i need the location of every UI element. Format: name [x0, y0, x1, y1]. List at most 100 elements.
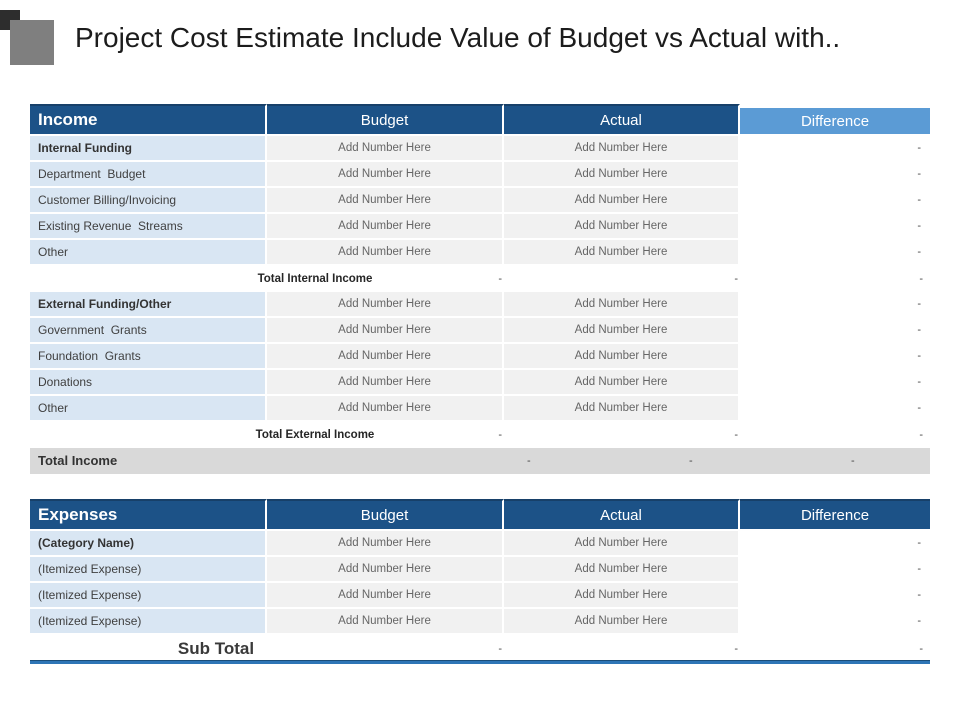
table-row: Foundation Grants Add Number Here Add Nu…	[30, 344, 930, 370]
table-row: Internal Funding Add Number Here Add Num…	[30, 136, 930, 162]
actual-placeholder-cell[interactable]: Add Number Here	[504, 214, 740, 240]
budget-column-header: Budget	[267, 104, 504, 136]
difference-column-header: Difference	[740, 499, 930, 531]
actual-placeholder-cell[interactable]: Add Number Here	[504, 188, 740, 214]
total-internal-income-label: Total Internal Income	[257, 273, 373, 285]
total-budget-value: -	[498, 429, 502, 441]
difference-cell: -	[740, 531, 930, 557]
income-table: Income Budget Actual Difference Internal…	[30, 104, 930, 474]
actual-placeholder-cell[interactable]: Add Number Here	[504, 318, 740, 344]
sub-total-actual-value: -	[734, 643, 738, 655]
page-title: Project Cost Estimate Include Value of B…	[75, 22, 841, 53]
table-row: Department Budget Add Number Here Add Nu…	[30, 162, 930, 188]
sub-total-difference-value: -	[919, 643, 923, 655]
table-row: (Itemized Expense) Add Number Here Add N…	[30, 557, 930, 583]
budget-placeholder-cell[interactable]: Add Number Here	[267, 557, 504, 583]
total-actual-value: -	[734, 273, 738, 285]
total-actual-value: -	[689, 455, 693, 467]
table-row: Customer Billing/Invoicing Add Number He…	[30, 188, 930, 214]
budget-placeholder-cell[interactable]: Add Number Here	[267, 240, 504, 266]
table-row: Other Add Number Here Add Number Here -	[30, 240, 930, 266]
total-budget-value: -	[527, 455, 531, 467]
budget-column-header: Budget	[267, 499, 504, 531]
total-budget-value: -	[498, 273, 502, 285]
table-row: Donations Add Number Here Add Number Her…	[30, 370, 930, 396]
actual-placeholder-cell[interactable]: Add Number Here	[504, 557, 740, 583]
actual-placeholder-cell[interactable]: Add Number Here	[504, 292, 740, 318]
actual-placeholder-cell[interactable]: Add Number Here	[504, 531, 740, 557]
budget-placeholder-cell[interactable]: Add Number Here	[267, 583, 504, 609]
difference-cell: -	[740, 609, 930, 635]
sub-total-budget-value: -	[498, 643, 502, 655]
table-row: (Itemized Expense) Add Number Here Add N…	[30, 609, 930, 635]
budget-placeholder-cell[interactable]: Add Number Here	[267, 292, 504, 318]
budget-placeholder-cell[interactable]: Add Number Here	[267, 214, 504, 240]
accent-divider-line	[30, 660, 930, 664]
difference-cell: -	[740, 188, 930, 214]
actual-placeholder-cell[interactable]: Add Number Here	[504, 396, 740, 422]
total-difference-value: -	[919, 273, 923, 285]
sub-total-row: Sub Total - - -	[30, 635, 930, 663]
row-label: Other	[30, 396, 267, 422]
total-external-income-row: Total External Income - - -	[30, 422, 930, 448]
budget-placeholder-cell[interactable]: Add Number Here	[267, 609, 504, 635]
actual-column-header: Actual	[504, 104, 740, 136]
budget-placeholder-cell[interactable]: Add Number Here	[267, 162, 504, 188]
difference-cell: -	[740, 583, 930, 609]
total-difference-value: -	[919, 429, 923, 441]
income-header-row: Income Budget Actual Difference	[30, 104, 930, 136]
difference-cell: -	[740, 240, 930, 266]
difference-cell: -	[740, 318, 930, 344]
budget-placeholder-cell[interactable]: Add Number Here	[267, 136, 504, 162]
decor-gray-square	[10, 20, 54, 65]
row-label: (Itemized Expense)	[30, 583, 267, 609]
actual-placeholder-cell[interactable]: Add Number Here	[504, 240, 740, 266]
row-label: Department Budget	[30, 162, 267, 188]
actual-placeholder-cell[interactable]: Add Number Here	[504, 370, 740, 396]
sub-total-label: Sub Total	[177, 639, 255, 658]
row-label: Donations	[30, 370, 267, 396]
total-internal-income-row: Total Internal Income - - -	[30, 266, 930, 292]
income-header-title: Income	[30, 104, 267, 136]
row-label: Other	[30, 240, 267, 266]
row-label: Existing Revenue Streams	[30, 214, 267, 240]
total-income-label: Total Income	[38, 453, 118, 468]
table-row: (Itemized Expense) Add Number Here Add N…	[30, 583, 930, 609]
budget-placeholder-cell[interactable]: Add Number Here	[267, 318, 504, 344]
difference-cell: -	[740, 557, 930, 583]
row-label: External Funding/Other	[30, 292, 267, 318]
difference-cell: -	[740, 136, 930, 162]
row-label: (Itemized Expense)	[30, 557, 267, 583]
table-row: Government Grants Add Number Here Add Nu…	[30, 318, 930, 344]
budget-placeholder-cell[interactable]: Add Number Here	[267, 396, 504, 422]
total-difference-value: -	[851, 455, 855, 467]
expenses-table: Expenses Budget Actual Difference (Categ…	[30, 499, 930, 663]
actual-column-header: Actual	[504, 499, 740, 531]
budget-placeholder-cell[interactable]: Add Number Here	[267, 370, 504, 396]
table-row: (Category Name) Add Number Here Add Numb…	[30, 531, 930, 557]
actual-placeholder-cell[interactable]: Add Number Here	[504, 344, 740, 370]
budget-placeholder-cell[interactable]: Add Number Here	[267, 531, 504, 557]
expenses-header-title: Expenses	[30, 499, 267, 531]
difference-cell: -	[740, 370, 930, 396]
row-label: (Itemized Expense)	[30, 609, 267, 635]
difference-column-header: Difference	[740, 108, 930, 136]
actual-placeholder-cell[interactable]: Add Number Here	[504, 583, 740, 609]
difference-cell: -	[740, 292, 930, 318]
actual-placeholder-cell[interactable]: Add Number Here	[504, 136, 740, 162]
budget-placeholder-cell[interactable]: Add Number Here	[267, 188, 504, 214]
budget-placeholder-cell[interactable]: Add Number Here	[267, 344, 504, 370]
difference-cell: -	[740, 162, 930, 188]
difference-cell: -	[740, 214, 930, 240]
expenses-header-row: Expenses Budget Actual Difference	[30, 499, 930, 531]
difference-cell: -	[740, 396, 930, 422]
total-external-income-label: Total External Income	[255, 429, 375, 441]
actual-placeholder-cell[interactable]: Add Number Here	[504, 162, 740, 188]
row-label: Customer Billing/Invoicing	[30, 188, 267, 214]
table-row: Existing Revenue Streams Add Number Here…	[30, 214, 930, 240]
actual-placeholder-cell[interactable]: Add Number Here	[504, 609, 740, 635]
table-row: External Funding/Other Add Number Here A…	[30, 292, 930, 318]
row-label: Foundation Grants	[30, 344, 267, 370]
row-label: (Category Name)	[30, 531, 267, 557]
total-income-row: Total Income - - -	[30, 448, 930, 474]
